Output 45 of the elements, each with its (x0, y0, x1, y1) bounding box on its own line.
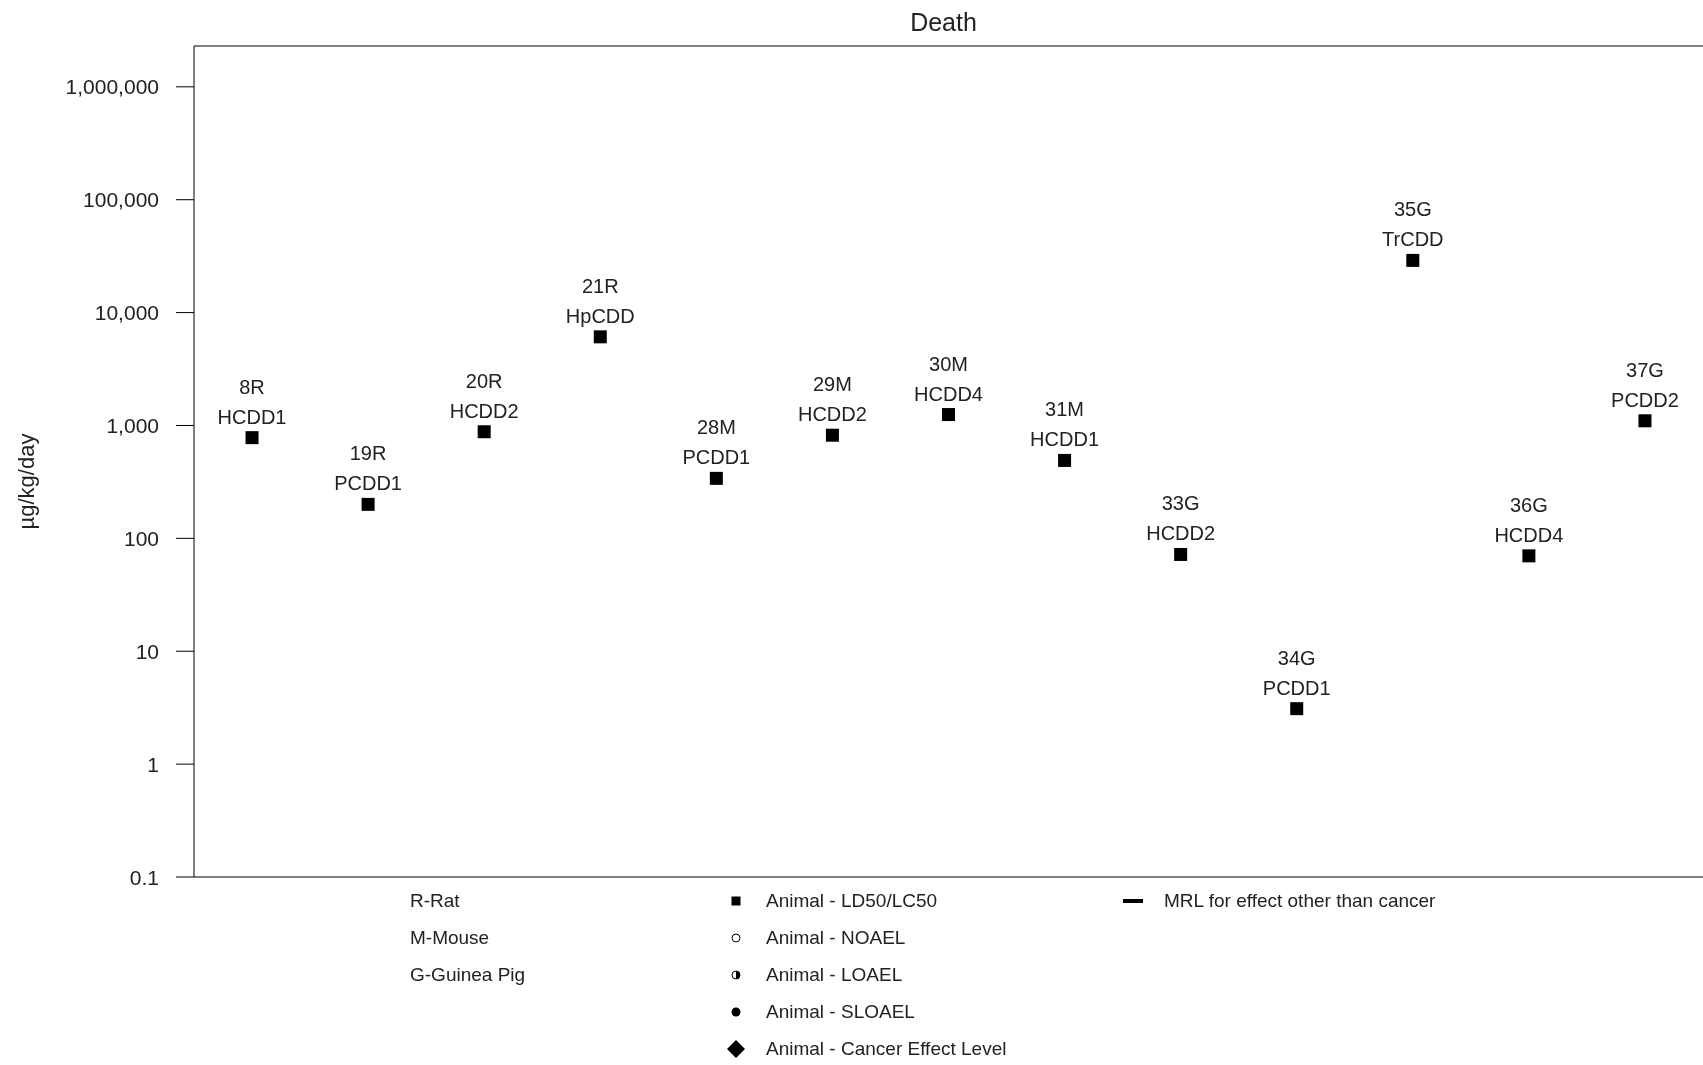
point (942, 408, 955, 422)
y-tick-label: 100 (123, 526, 159, 550)
annotation: 30M HCDD4 (914, 352, 983, 405)
annotation: 20R HCDD2 (449, 369, 519, 422)
annotation: 29M HCDD2 (797, 373, 867, 426)
text: Animal - SLOAEL (766, 1001, 915, 1022)
y-tick-label: 100,000 (83, 188, 159, 212)
text: G-Guinea Pig (410, 964, 526, 985)
text: R-Rat (410, 890, 461, 911)
y-axis-title: µg/kg/day (14, 433, 39, 530)
y-tick-label: 1 (147, 752, 159, 776)
annotation: 33G HCDD2 (1146, 492, 1216, 545)
annotation: 8R HCDD1 (217, 375, 287, 428)
point (361, 497, 375, 511)
text: M-Mouse (410, 927, 490, 948)
point (1058, 453, 1072, 467)
y-tick-label: 10 (135, 639, 159, 663)
point (477, 425, 491, 439)
annotation: 28M PCDD1 (682, 416, 751, 469)
point (245, 431, 259, 445)
annotation: 34G PCDD1 (1262, 646, 1331, 699)
text: Animal - LOAEL (766, 964, 903, 985)
point (1638, 414, 1652, 428)
text: MRL for effect other than cancer (1164, 890, 1437, 911)
point (825, 428, 839, 442)
point (1290, 702, 1304, 716)
annotation: 35G TrCDD (1382, 198, 1444, 251)
text: Animal - NOAEL (766, 927, 906, 948)
point (709, 471, 723, 485)
point (593, 330, 607, 344)
annotation: 37G PCDD2 (1611, 358, 1679, 411)
y-tick-label: 1,000 (106, 413, 159, 437)
text: Animal - Cancer Effect Level (766, 1038, 1007, 1059)
annotation: 19R PCDD1 (334, 442, 403, 495)
y-tick-label: 0.1 (129, 865, 159, 889)
point (1406, 253, 1420, 267)
annotation: 21R HpCDD (565, 274, 635, 327)
annotation: 36G HCDD4 (1494, 493, 1564, 546)
y-tick-label: 1,000,000 (65, 75, 159, 99)
point (1174, 547, 1188, 561)
annotation: 31M HCDD1 (1030, 398, 1100, 451)
legend-label: Animal - LD50/LC50 (766, 890, 938, 911)
y-tick-label: 10,000 (94, 301, 159, 325)
point (1522, 549, 1536, 563)
chart-title: Death (910, 8, 977, 36)
